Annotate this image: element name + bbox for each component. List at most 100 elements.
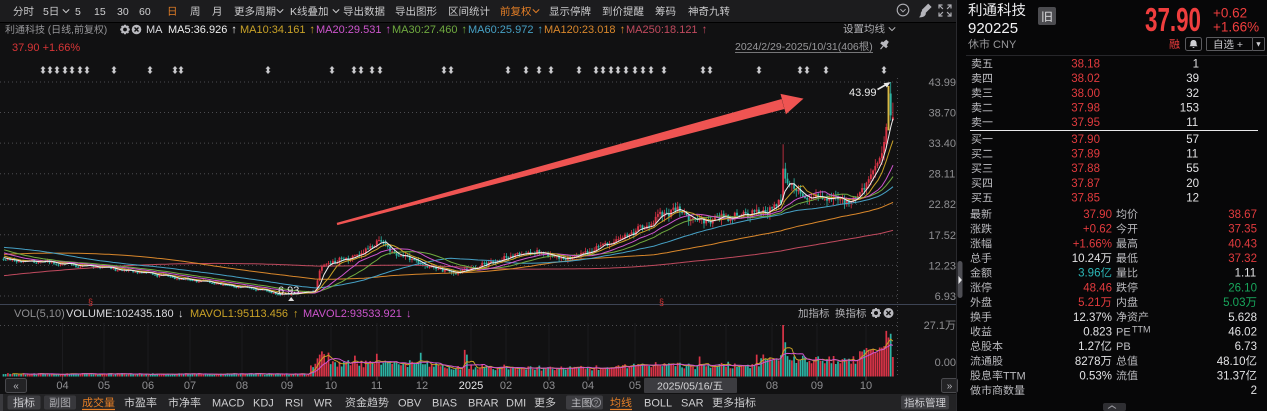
svg-text:38.18: 38.18 — [1071, 59, 1100, 71]
svg-text:920225: 920225 — [968, 20, 1018, 37]
svg-text:10: 10 — [860, 380, 872, 392]
svg-text:,: , — [71, 25, 74, 36]
svg-text:1: 1 — [1193, 59, 1199, 71]
svg-text:TTM: TTM — [1003, 371, 1026, 383]
svg-text:1.11: 1.11 — [1235, 268, 1257, 280]
svg-text:37.90: 37.90 — [1083, 209, 1112, 221]
svg-text:48.10: 48.10 — [1217, 356, 1246, 368]
svg-text:(: ( — [45, 25, 52, 36]
svg-text:33.40: 33.40 — [929, 138, 957, 150]
svg-text:08: 08 — [236, 380, 248, 392]
svg-text:09: 09 — [281, 380, 293, 392]
svg-text:MAVOL1:95113.456: MAVOL1:95113.456 — [190, 308, 288, 320]
svg-text:3.96: 3.96 — [1078, 268, 1100, 280]
svg-text:55: 55 — [1186, 163, 1199, 175]
svg-text:37.98: 37.98 — [1071, 103, 1100, 115]
svg-text:1.27: 1.27 — [1078, 341, 1100, 353]
svg-text:06: 06 — [142, 380, 154, 392]
svg-text:MA: MA — [146, 24, 163, 36]
svg-text:MA60:25.972: MA60:25.972 — [468, 24, 533, 36]
svg-text:↑: ↑ — [537, 24, 543, 36]
svg-text:VOL(5,10): VOL(5,10) — [14, 308, 65, 320]
svg-text:12.37%: 12.37% — [1073, 312, 1112, 324]
svg-text:6.93: 6.93 — [278, 285, 299, 297]
svg-text:05: 05 — [98, 380, 110, 392]
svg-text:MA10:34.161: MA10:34.161 — [240, 24, 305, 36]
svg-text:38.00: 38.00 — [1071, 88, 1100, 100]
svg-text:17.52: 17.52 — [929, 230, 957, 242]
svg-text:§: § — [88, 297, 93, 307]
svg-text:57: 57 — [1186, 134, 1199, 146]
svg-text:11: 11 — [1186, 149, 1198, 161]
svg-text:5: 5 — [75, 6, 81, 18]
svg-text:20: 20 — [1186, 178, 1199, 190]
svg-text:02: 02 — [500, 380, 512, 392]
svg-text:27.1: 27.1 — [924, 320, 945, 332]
svg-text:08: 08 — [766, 380, 778, 392]
svg-text:37.87: 37.87 — [1071, 178, 1100, 190]
svg-text:46.02: 46.02 — [1228, 326, 1257, 338]
svg-text:28.11: 28.11 — [929, 169, 956, 181]
svg-text:15: 15 — [94, 6, 106, 18]
svg-text:37.95: 37.95 — [1071, 117, 1100, 129]
svg-text:↑: ↑ — [293, 308, 299, 320]
svg-text:37.32: 37.32 — [1228, 253, 1257, 265]
svg-text:+: + — [1234, 39, 1243, 51]
svg-text:09: 09 — [811, 380, 823, 392]
svg-text:37.35: 37.35 — [1228, 224, 1257, 236]
svg-text:BRAR: BRAR — [468, 398, 499, 410]
svg-text:SAR: SAR — [681, 398, 704, 410]
svg-text:26.10: 26.10 — [1228, 282, 1257, 294]
svg-text:↑: ↑ — [309, 24, 315, 36]
svg-text:↑: ↑ — [461, 24, 467, 36]
svg-text:OBV: OBV — [398, 398, 422, 410]
svg-text:38.67: 38.67 — [1228, 209, 1257, 221]
svg-text:153: 153 — [1180, 103, 1199, 115]
svg-text:38.02: 38.02 — [1071, 73, 1100, 85]
svg-text:VOLUME:102435.180: VOLUME:102435.180 — [66, 308, 174, 320]
svg-text:07: 07 — [184, 380, 196, 392]
svg-text:22.82: 22.82 — [929, 199, 957, 211]
svg-text:?: ? — [594, 399, 599, 408]
svg-text:48.46: 48.46 — [1083, 282, 1112, 294]
svg-text:10.24: 10.24 — [1072, 253, 1101, 265]
svg-text:2024/2/29-2025/10/31(406: 2024/2/29-2025/10/31(406 — [735, 41, 859, 53]
svg-text:2025/05/16/: 2025/05/16/ — [657, 381, 713, 393]
svg-text:6.73: 6.73 — [1235, 341, 1257, 353]
svg-text:8278: 8278 — [1075, 356, 1101, 368]
svg-text:5.21: 5.21 — [1078, 297, 1100, 309]
svg-text:BIAS: BIAS — [432, 398, 457, 410]
svg-text:↑: ↑ — [231, 24, 237, 36]
svg-text:): ) — [869, 41, 873, 53]
svg-text:40.43: 40.43 — [1228, 238, 1257, 250]
svg-text:WR: WR — [314, 398, 332, 410]
svg-text:§: § — [659, 297, 664, 307]
svg-text:↑: ↑ — [385, 24, 391, 36]
svg-text:0.00: 0.00 — [935, 357, 956, 369]
svg-text:11: 11 — [371, 380, 382, 392]
svg-text:MACD: MACD — [212, 398, 244, 410]
svg-text:BOLL: BOLL — [644, 398, 672, 410]
svg-text:PE: PE — [1116, 326, 1131, 338]
svg-text:MAVOL2:93533.921: MAVOL2:93533.921 — [303, 308, 402, 320]
svg-text:MA120:23.018: MA120:23.018 — [544, 24, 616, 36]
svg-text:39: 39 — [1186, 73, 1199, 85]
svg-text:MA5:36.926: MA5:36.926 — [168, 24, 227, 36]
svg-text:0.823: 0.823 — [1083, 326, 1112, 338]
svg-text:TTM: TTM — [1132, 324, 1151, 334]
svg-text:31.37: 31.37 — [1217, 371, 1246, 383]
svg-text:DMI: DMI — [506, 398, 526, 410]
svg-text:12: 12 — [416, 380, 428, 392]
svg-text:04: 04 — [582, 380, 594, 392]
svg-text:37.90: 37.90 — [1071, 134, 1100, 146]
svg-text:MA30:27.460: MA30:27.460 — [392, 24, 457, 36]
svg-text:MA20:29.531: MA20:29.531 — [316, 24, 381, 36]
svg-text:↑: ↑ — [620, 24, 626, 36]
svg-text:+1.66%: +1.66% — [1213, 20, 1259, 35]
svg-text:37.89: 37.89 — [1071, 149, 1100, 161]
svg-text:▼: ▼ — [1255, 40, 1262, 49]
svg-text:05: 05 — [629, 380, 641, 392]
svg-text:0.53%: 0.53% — [1079, 371, 1112, 383]
svg-text:): ) — [104, 25, 107, 36]
svg-text:43.99: 43.99 — [929, 77, 957, 89]
